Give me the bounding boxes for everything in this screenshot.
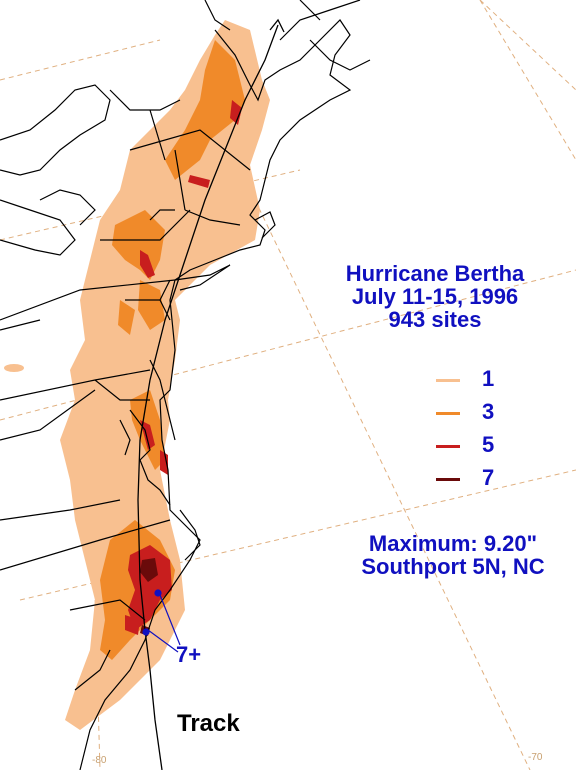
- maximum-value: Maximum: 9.20": [368, 531, 538, 556]
- legend-item-5: 5: [436, 432, 556, 462]
- title-line-1: Hurricane Bertha: [345, 261, 525, 286]
- legend-item-3: 3: [436, 399, 556, 429]
- track-label: Track: [177, 710, 240, 737]
- legend-item-7: 7: [436, 465, 556, 495]
- max-marker-label: 7+: [176, 642, 202, 667]
- longitude-label-80: -80: [92, 755, 107, 766]
- maximum-info: Maximum: 9.20" Southport 5N, NC: [330, 532, 576, 578]
- max-marker-pointer: [142, 589, 181, 653]
- title-line-2: July 11-15, 1996: [351, 284, 519, 309]
- legend-item-1: 1: [436, 366, 556, 396]
- boundaries: [0, 0, 371, 770]
- hurricane-track: [137, 18, 285, 770]
- legend-label-3: 3: [482, 399, 495, 424]
- title-line-3: 943 sites: [388, 307, 482, 332]
- legend-label-7: 7: [482, 465, 495, 490]
- legend-swatch-1: [436, 379, 460, 382]
- legend-swatch-3: [436, 412, 460, 415]
- maximum-location: Southport 5N, NC: [361, 554, 545, 579]
- legend-label-5: 5: [482, 432, 495, 457]
- longitude-label-70: -70: [528, 752, 543, 763]
- legend-swatch-7: [436, 478, 460, 481]
- rain-5-inch: [125, 100, 242, 635]
- legend-swatch-5: [436, 445, 460, 448]
- map-title: Hurricane Bertha July 11-15, 1996 943 si…: [300, 262, 570, 331]
- legend-label-1: 1: [482, 366, 495, 391]
